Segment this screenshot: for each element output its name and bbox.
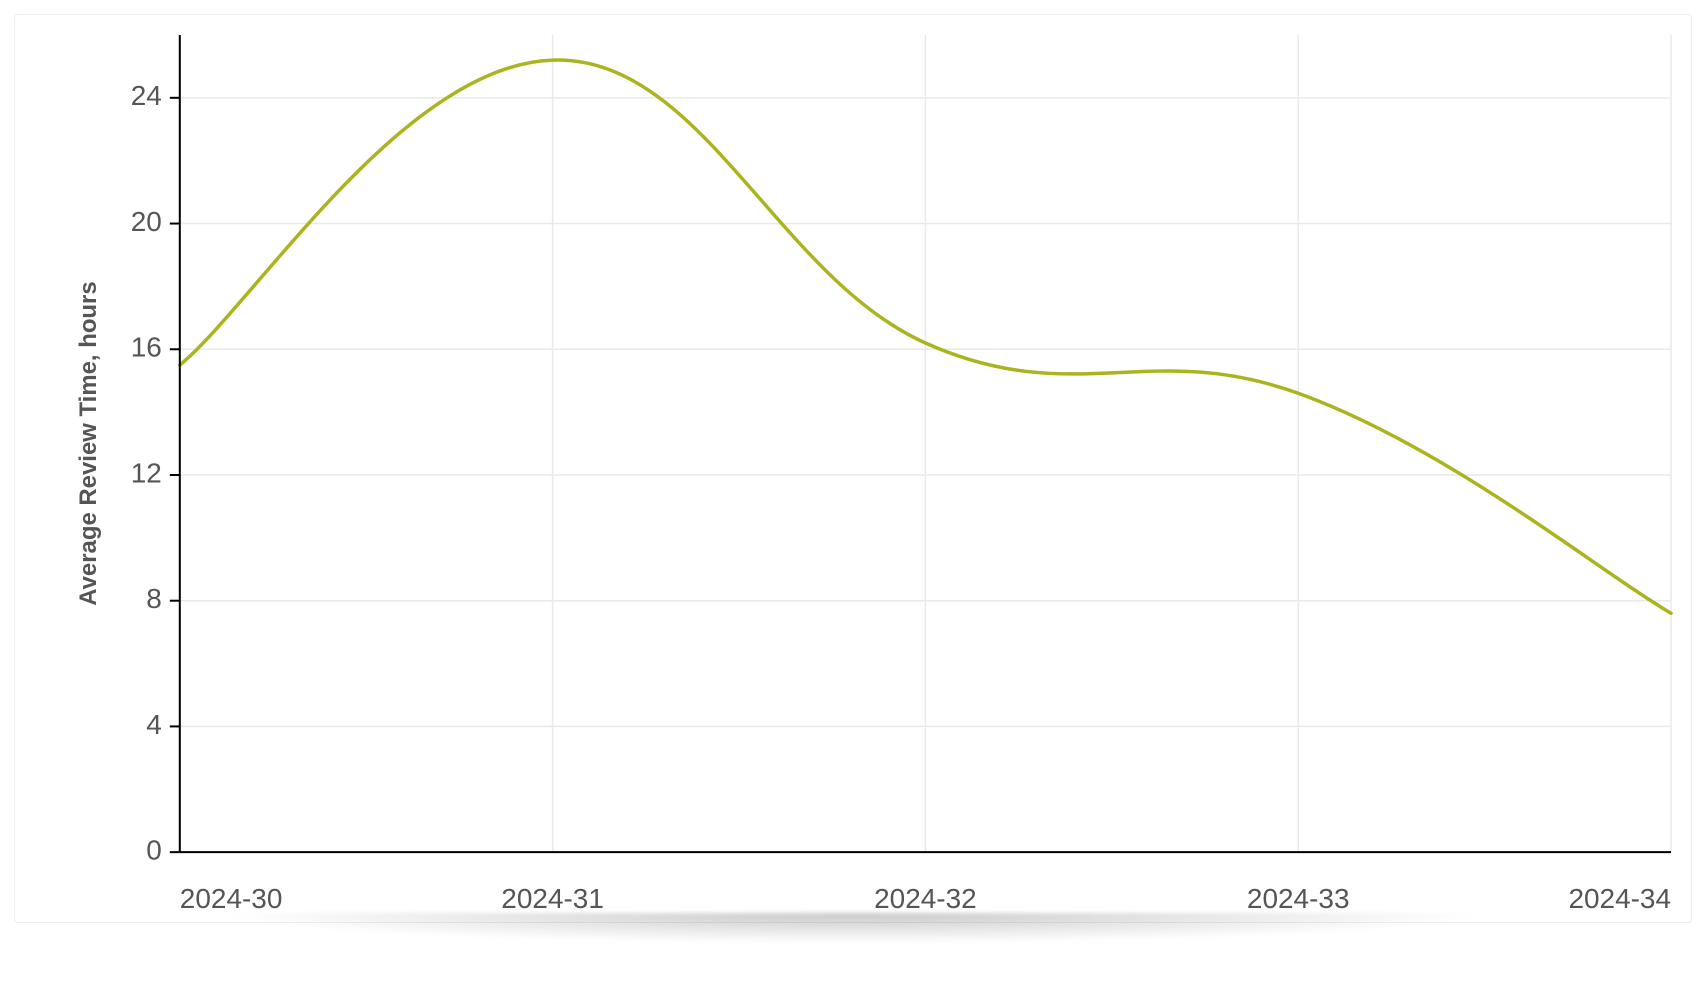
y-tick-label: 20	[131, 206, 162, 237]
x-tick-label: 2024-33	[1247, 883, 1350, 914]
x-tick-label: 2024-30	[180, 883, 283, 914]
y-tick-labels: 0 4 8 12 16 20 24	[131, 80, 162, 865]
y-axis-label: Average Review Time, hours	[75, 281, 102, 605]
grid	[180, 35, 1671, 852]
x-tick-label: 2024-31	[501, 883, 604, 914]
y-tick-label: 4	[146, 709, 162, 740]
x-tick-label: 2024-34	[1568, 883, 1671, 914]
x-tick-labels: 2024-30 2024-31 2024-32 2024-33 2024-34	[180, 883, 1671, 914]
chart-card: 048121620242024-302024-312024-322024-332…	[14, 14, 1692, 923]
y-tick-label: 12	[131, 457, 162, 488]
y-tick-label: 0	[146, 835, 162, 866]
chart-frame: 048121620242024-302024-312024-322024-332…	[0, 0, 1706, 993]
x-tick-label: 2024-32	[874, 883, 977, 914]
line-chart: 048121620242024-302024-312024-322024-332…	[15, 15, 1691, 922]
y-tick-label: 8	[146, 583, 162, 614]
y-tick-label: 16	[131, 332, 162, 363]
axes	[170, 35, 1671, 852]
y-tick-label: 24	[131, 80, 162, 111]
